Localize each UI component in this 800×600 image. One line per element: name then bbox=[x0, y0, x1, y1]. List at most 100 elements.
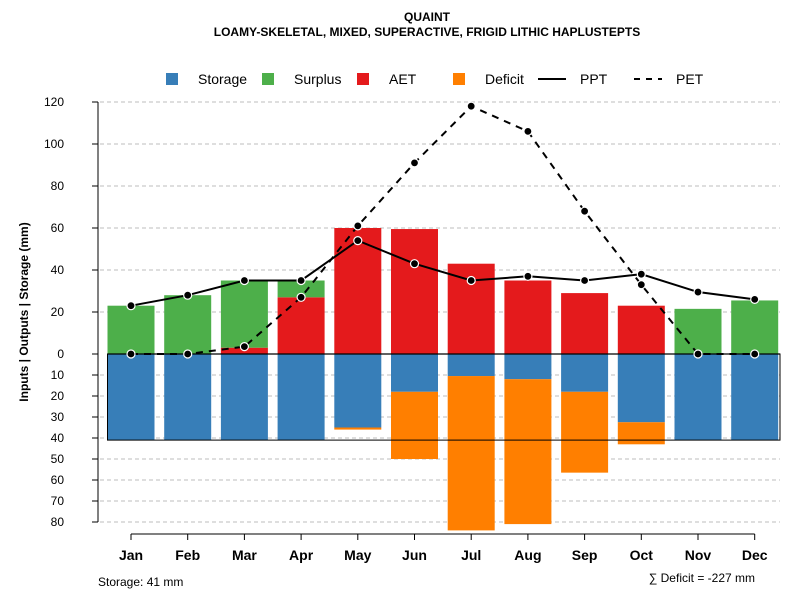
y-tick-label-lower-40: 40 bbox=[51, 431, 65, 445]
bar-storage-aug bbox=[504, 354, 552, 380]
y-axis-label: Inputs | Outputs | Storage (mm) bbox=[17, 222, 31, 401]
pet-point-mar bbox=[239, 342, 249, 352]
ppt-point-feb bbox=[183, 290, 193, 300]
deficit-footnote: ∑ Deficit = -227 mm bbox=[649, 571, 755, 585]
bar-aet-aug bbox=[504, 280, 552, 354]
pet-point-aug bbox=[523, 126, 533, 136]
bar-deficit-may bbox=[334, 427, 382, 430]
bar-storage-oct bbox=[617, 354, 665, 423]
ppt-point-jul bbox=[466, 275, 476, 286]
series-lines bbox=[126, 101, 760, 359]
bar-storage-sep bbox=[561, 354, 609, 392]
ppt-point-dec bbox=[750, 294, 760, 304]
ppt-point-may bbox=[353, 236, 363, 246]
y-tick-label-lower-10: 10 bbox=[51, 368, 65, 382]
legend-swatch-aet bbox=[357, 73, 369, 85]
x-tick-label-mar: Mar bbox=[232, 547, 257, 563]
y-tick-label-upper-80: 80 bbox=[51, 179, 65, 193]
legend: Storage Surplus AET Deficit PPT PET bbox=[166, 71, 704, 87]
pet-line bbox=[131, 105, 755, 355]
x-tick-label-may: May bbox=[344, 547, 371, 563]
bar-storage-feb bbox=[164, 354, 212, 441]
bar-surplus-dec bbox=[731, 300, 779, 354]
bar-surplus-feb bbox=[164, 295, 212, 354]
legend-label-deficit: Deficit bbox=[485, 71, 524, 87]
bar-aet-may bbox=[334, 228, 382, 354]
bar-deficit-jul bbox=[447, 376, 495, 531]
bar-storage-jul bbox=[447, 354, 495, 377]
bar-surplus-apr bbox=[277, 280, 325, 298]
x-tick-label-jan: Jan bbox=[119, 547, 143, 563]
y-tick-label-lower-70: 70 bbox=[51, 494, 65, 508]
pet-point-sep bbox=[579, 206, 590, 216]
bar-aet-oct bbox=[617, 305, 665, 354]
bar-storage-mar bbox=[220, 354, 268, 441]
bars bbox=[107, 228, 779, 531]
gridlines bbox=[100, 101, 780, 523]
x-axis: Jan Feb Mar Apr May Jun Jul Aug Sep Oct Nov Dec bbox=[119, 533, 768, 563]
bar-deficit-oct bbox=[617, 422, 665, 445]
x-tick-label-dec: Dec bbox=[742, 547, 768, 563]
y-tick-label-lower-80: 80 bbox=[51, 515, 65, 529]
ppt-point-apr bbox=[296, 275, 306, 286]
legend-label-ppt: PPT bbox=[580, 71, 608, 87]
pet-point-jan bbox=[126, 349, 136, 359]
chart-title: QUAINT bbox=[404, 10, 451, 24]
zero-and-storage-frame bbox=[107, 353, 781, 441]
bar-storage-dec bbox=[731, 354, 779, 441]
bar-storage-may bbox=[334, 354, 382, 428]
y-tick-label-lower-20: 20 bbox=[51, 389, 65, 403]
bar-aet-sep bbox=[561, 293, 609, 354]
y-tick-label-upper-20: 20 bbox=[51, 305, 65, 319]
bar-deficit-aug bbox=[504, 379, 552, 525]
bar-aet-apr bbox=[277, 297, 325, 354]
bar-surplus-jan bbox=[107, 305, 155, 354]
bar-deficit-sep bbox=[561, 391, 609, 473]
bar-storage-apr bbox=[277, 354, 325, 441]
x-tick-label-apr: Apr bbox=[289, 547, 314, 563]
x-tick-label-jul: Jul bbox=[461, 547, 481, 563]
y-tick-label-upper-40: 40 bbox=[51, 263, 65, 277]
bar-aet-jun bbox=[391, 229, 438, 354]
pet-point-jul bbox=[466, 101, 476, 111]
ppt-point-sep bbox=[579, 275, 590, 286]
legend-swatch-deficit bbox=[453, 73, 465, 85]
pet-point-feb bbox=[183, 349, 193, 359]
legend-swatch-surplus bbox=[262, 73, 274, 85]
pet-point-nov bbox=[693, 349, 703, 359]
y-tick-label-upper-100: 100 bbox=[44, 137, 64, 151]
bar-deficit-jun bbox=[391, 391, 438, 459]
ppt-point-nov bbox=[693, 287, 703, 297]
y-tick-label-upper-60: 60 bbox=[51, 221, 65, 235]
ppt-point-jun bbox=[409, 259, 420, 269]
pet-point-may bbox=[353, 221, 363, 231]
y-tick-label-lower-60: 60 bbox=[51, 473, 65, 487]
x-tick-label-feb: Feb bbox=[175, 547, 200, 563]
legend-label-aet: AET bbox=[389, 71, 417, 87]
bar-surplus-nov bbox=[674, 308, 722, 354]
ppt-point-aug bbox=[523, 271, 533, 281]
storage-footnote: Storage: 41 mm bbox=[98, 575, 183, 589]
legend-label-storage: Storage bbox=[198, 71, 247, 87]
y-tick-label-lower-30: 30 bbox=[51, 410, 65, 424]
x-tick-label-sep: Sep bbox=[572, 547, 598, 563]
x-tick-label-nov: Nov bbox=[685, 547, 712, 563]
bar-surplus-mar bbox=[220, 280, 268, 348]
x-tick-label-aug: Aug bbox=[514, 547, 541, 563]
ppt-point-oct bbox=[636, 269, 646, 279]
y-tick-label-upper-0: 0 bbox=[57, 347, 64, 361]
pet-point-dec bbox=[750, 349, 760, 359]
legend-label-surplus: Surplus bbox=[294, 71, 341, 87]
x-tick-label-oct: Oct bbox=[630, 547, 654, 563]
legend-swatch-storage bbox=[166, 73, 178, 85]
chart-subtitle: LOAMY-SKELETAL, MIXED, SUPERACTIVE, FRIG… bbox=[214, 25, 640, 39]
y-axis: 0 20 40 60 80 100 120 10 20 30 40 50 60 70 80 bbox=[44, 95, 99, 529]
y-tick-label-upper-120: 120 bbox=[44, 95, 64, 109]
y-tick-label-lower-50: 50 bbox=[51, 452, 65, 466]
pet-point-jun bbox=[409, 158, 420, 168]
ppt-line bbox=[130, 239, 755, 307]
legend-label-pet: PET bbox=[676, 71, 704, 87]
pet-point-oct bbox=[636, 280, 646, 290]
bar-storage-jun bbox=[391, 354, 438, 392]
